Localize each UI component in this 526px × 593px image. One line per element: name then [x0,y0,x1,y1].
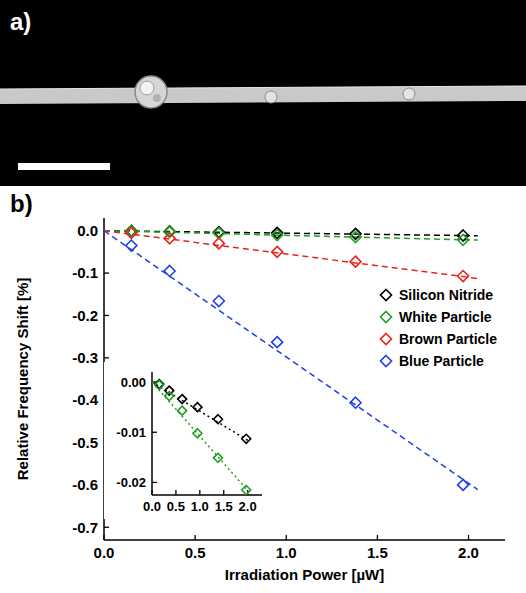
legend-marker [381,312,392,323]
legend-label: White Particle [399,309,492,325]
y-tick-label: -0.3 [72,349,98,366]
particle-detail [153,94,161,102]
particle [265,91,277,103]
data-point [193,429,202,438]
inset-background [104,362,276,519]
y-axis [151,372,153,495]
x-tick [468,535,469,540]
y-tick-label: -0.02 [116,475,146,490]
legend-label: Silicon Nitride [399,287,493,303]
y-tick [152,482,157,483]
data-point [193,403,202,412]
x-tick-label: 1.5 [367,544,388,561]
y-tick-label: -0.6 [72,476,98,493]
x-tick-label: 0.5 [167,499,185,514]
y-tick [104,527,109,528]
data-point [126,240,137,251]
x-tick-label: 1.0 [191,499,209,514]
x-tick-label: 0.0 [143,499,161,514]
x-tick-label: 0.5 [185,544,206,561]
fit-line [152,382,250,442]
x-axis [104,539,505,541]
y-tick-label: 0.00 [121,375,146,390]
y-tick-label: -0.01 [116,425,146,440]
inset-chart: 0.00 -0.01 -0.02 0.0 0.5 1.0 1.5 2.0 [104,362,276,519]
x-tick [377,535,378,540]
data-point [350,232,361,243]
data-point [213,296,224,307]
y-tick-label: -0.1 [72,264,98,281]
y-tick [104,315,109,316]
data-point [213,238,224,249]
y-tick-label: -0.4 [72,391,99,408]
plot-area [152,380,251,495]
x-axis-title: Irradiation Power [µW] [225,566,385,583]
x-tick [103,535,104,540]
x-tick [223,490,224,495]
panel-label: b) [10,190,33,217]
data-point [164,226,175,237]
legend-marker [381,290,392,301]
x-tick-label: 1.5 [215,499,233,514]
x-tick [286,535,287,540]
micrograph-background [0,0,526,186]
data-point [458,234,469,245]
data-point [350,397,361,408]
x-tick [199,490,200,495]
y-tick [152,432,157,433]
data-point [350,256,361,267]
data-point [214,453,223,462]
cantilever [0,86,526,104]
figure: a) 0.0 -0.1 -0.2 -0.3 -0.4 -0.5 -0.6 -0.7 0.0 0.5 1… [0,0,526,593]
data-point [178,395,187,404]
data-point [126,227,137,238]
y-axis-title: Relative Frequency Shift [%] [14,278,31,481]
micrograph-panel: a) [0,0,526,186]
fit-line [104,231,478,240]
data-point [164,233,175,244]
particle [135,76,167,108]
data-point [242,434,251,443]
panel-label: a) [10,8,31,35]
scale-bar [18,163,110,170]
y-tick-label: 0.0 [77,222,98,239]
data-point [272,230,283,241]
particle [403,88,415,100]
y-tick-label: -0.2 [72,307,98,324]
x-tick [175,490,176,495]
data-point [272,337,283,348]
x-tick-label: 2.0 [458,544,479,561]
legend: Silicon Nitride White Particle Brown Parti… [381,287,498,369]
x-tick [151,490,152,495]
fit-line [104,231,478,279]
y-tick [104,272,109,273]
data-point [214,415,223,424]
x-tick-label: 2.0 [239,499,257,514]
data-point [178,406,187,415]
x-tick [194,535,195,540]
main-chart: 0.0 -0.1 -0.2 -0.3 -0.4 -0.5 -0.6 -0.7 0.0 0.5 1.0… [10,190,505,583]
legend-marker [381,356,392,367]
particle-detail [140,81,154,95]
fit-line [104,231,478,236]
data-point [164,265,175,276]
y-tick [104,357,109,358]
legend-marker [381,334,392,345]
y-tick-label: -0.5 [72,434,98,451]
x-tick-label: 0.0 [94,544,115,561]
cantilever-edge [0,86,526,89]
data-point [165,392,174,401]
data-point [458,271,469,282]
data-point [155,381,164,390]
data-point [213,227,224,238]
data-point [242,485,251,494]
data-point [458,230,469,241]
x-tick-label: 1.0 [276,544,297,561]
legend-label: Blue Particle [399,353,484,369]
data-point [272,246,283,257]
y-tick-label: -0.7 [72,519,98,536]
legend-label: Brown Particle [399,331,497,347]
fit-line [152,382,250,493]
data-point [458,479,469,490]
